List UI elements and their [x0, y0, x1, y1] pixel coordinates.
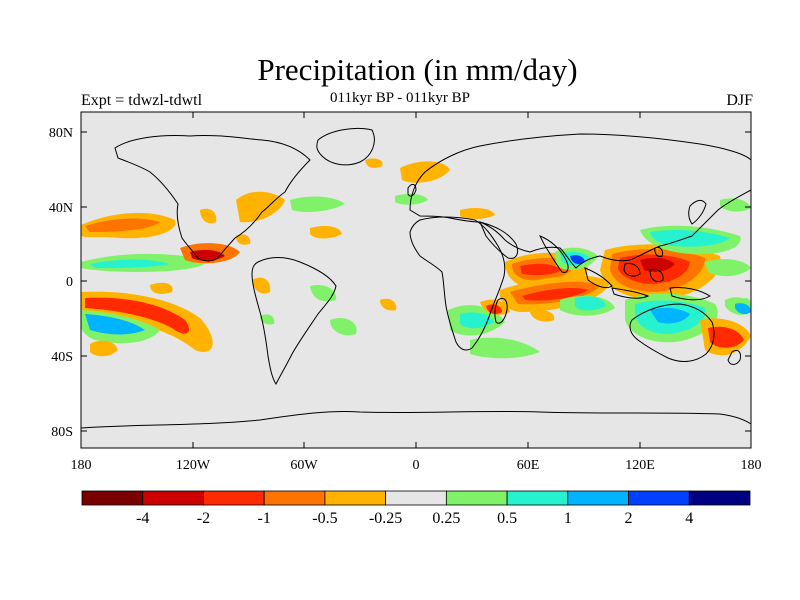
- anomaly-negative: [85, 218, 160, 232]
- colorbar-swatch: [324, 490, 387, 506]
- colorbar-label: 2: [625, 510, 633, 527]
- coastline: [669, 287, 711, 301]
- anomaly-negative: [708, 326, 744, 348]
- coastline: [409, 216, 506, 351]
- colorbar-label: -1: [258, 510, 271, 527]
- colorbar-swatch: [688, 490, 751, 506]
- colorbar-swatch: [506, 490, 569, 506]
- coastline: [316, 127, 375, 166]
- coastline: [407, 183, 417, 197]
- anomaly-negative: [530, 310, 555, 322]
- colorbar-swatch: [81, 490, 144, 506]
- anomaly-negative: [520, 263, 562, 276]
- coastline: [538, 235, 569, 273]
- anomaly-negative: [522, 288, 588, 301]
- lat-tick-label: 40S: [51, 350, 73, 365]
- anomaly-negative: [460, 207, 495, 219]
- anomaly-positive: [260, 314, 275, 325]
- anomaly-negative: [310, 226, 342, 239]
- coastline: [629, 303, 715, 362]
- anomaly-field: [81, 158, 751, 359]
- lon-tick-label: 60W: [290, 458, 318, 473]
- coastline: [584, 267, 613, 289]
- colorbar: -4 -2 -1 -0.5 -0.25 0.25 0.5 1 2 4: [81, 490, 751, 527]
- colorbar-swatch: [628, 490, 690, 506]
- period-label: 011kyr BP - 011kyr BP: [330, 90, 471, 106]
- anomaly-positive: [290, 196, 345, 212]
- coastline: [494, 297, 508, 324]
- anomaly-positive: [705, 259, 751, 277]
- anomaly-positive: [650, 307, 690, 324]
- colorbar-label: 4: [685, 510, 693, 527]
- anomaly-positive: [720, 198, 751, 212]
- lat-tick-label: 0: [66, 275, 73, 290]
- lon-tick-label: 120W: [176, 458, 211, 473]
- coastline: [649, 269, 664, 283]
- lat-tick-label: 80N: [49, 126, 73, 141]
- lon-tick-label: 180: [741, 458, 762, 473]
- coastline: [81, 410, 751, 429]
- lon-tick-label: 0: [413, 458, 420, 473]
- anomaly-negative: [200, 208, 217, 224]
- anomaly-negative: [236, 191, 285, 223]
- lat-tick-label: 40N: [49, 201, 73, 216]
- anomaly-negative: [365, 158, 383, 168]
- colorbar-swatch: [263, 490, 326, 506]
- colorbar-swatch: [567, 490, 629, 506]
- anomaly-positive: [650, 230, 730, 247]
- coastline: [611, 287, 650, 299]
- colorbar-label: -0.5: [312, 510, 337, 527]
- anomaly-negative: [85, 297, 190, 334]
- coastline: [251, 257, 337, 385]
- colorbar-swatch: [445, 490, 508, 506]
- season-label: DJF: [726, 92, 753, 109]
- coastlines: [81, 127, 751, 429]
- colorbar-swatch: [203, 490, 265, 506]
- experiment-label: Expt = tdwzl-tdwtl: [81, 92, 203, 109]
- anomaly-positive: [470, 337, 540, 359]
- anomaly-negative: [252, 277, 271, 294]
- coastline: [654, 247, 663, 257]
- anomaly-negative: [236, 234, 251, 245]
- anomaly-positive: [330, 317, 357, 336]
- axis-ticks: 80N 40N 0 40S 80S 180 120W 60W 0 60E 120E 180: [49, 112, 762, 473]
- anomaly-positive: [90, 259, 170, 268]
- coastline: [114, 134, 311, 262]
- anomaly-negative: [486, 304, 502, 314]
- lon-tick-label: 180: [71, 458, 92, 473]
- anomaly-positive: [395, 193, 428, 205]
- colorbar-label: 1: [564, 510, 572, 527]
- anomaly-positive: [460, 312, 494, 329]
- anomaly-negative: [150, 282, 173, 294]
- colorbar-label: -0.25: [369, 510, 402, 527]
- colorbar-label: 0.5: [497, 510, 517, 527]
- anomaly-negative: [640, 257, 675, 272]
- colorbar-swatch: [385, 490, 447, 506]
- colorbar-label: -4: [136, 510, 149, 527]
- coastline: [727, 349, 741, 365]
- lon-tick-label: 60E: [517, 458, 540, 473]
- lon-tick-label: 120E: [625, 458, 655, 473]
- anomaly-positive: [310, 284, 337, 302]
- anomaly-positive: [575, 296, 606, 311]
- anomaly-positive: [735, 303, 751, 315]
- anomaly-negative: [380, 298, 397, 311]
- colorbar-label: -2: [197, 510, 210, 527]
- coastline: [623, 263, 641, 277]
- plot-title: Precipitation (in mm/day): [257, 52, 578, 87]
- anomaly-negative: [90, 340, 118, 357]
- coastline: [479, 221, 519, 259]
- colorbar-label: 0.25: [432, 510, 460, 527]
- lat-tick-label: 80S: [51, 425, 73, 440]
- coastline: [688, 199, 707, 225]
- anomaly-positive: [85, 314, 145, 335]
- anomaly-positive: [570, 255, 585, 264]
- colorbar-swatch: [142, 490, 204, 506]
